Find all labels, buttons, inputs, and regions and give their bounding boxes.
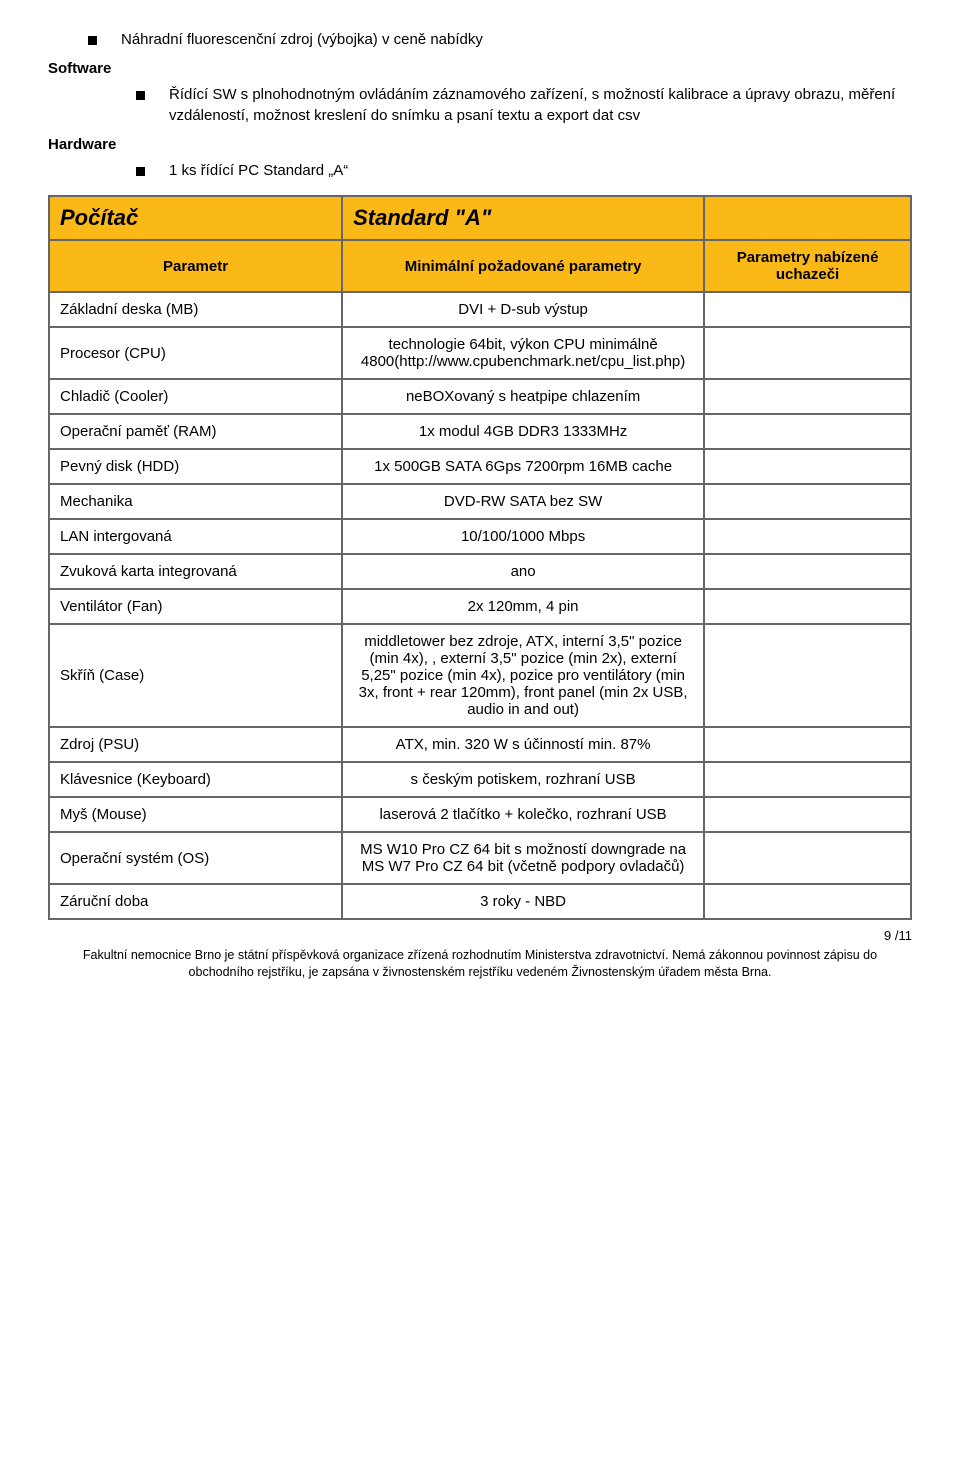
header-cell-pocitac: Počítač (49, 196, 342, 240)
bullet-text: 1 ks řídící PC Standard „A“ (169, 161, 348, 181)
bullet-icon (136, 91, 145, 100)
offered-cell (704, 519, 911, 554)
param-cell: LAN intergovaná (49, 519, 342, 554)
section-heading-hardware: Hardware (48, 136, 912, 153)
param-cell: Zvuková karta integrovaná (49, 554, 342, 589)
table-row: Zdroj (PSU)ATX, min. 320 W s účinností m… (49, 727, 911, 762)
offered-cell (704, 589, 911, 624)
header-text: Standard "A" (353, 205, 491, 230)
param-cell: Skříň (Case) (49, 624, 342, 727)
subheader-minreq: Minimální požadované parametry (342, 240, 704, 292)
value-cell: DVI + D-sub výstup (342, 292, 704, 327)
offered-cell (704, 762, 911, 797)
value-cell: 3 roky - NBD (342, 884, 704, 919)
value-cell: DVD-RW SATA bez SW (342, 484, 704, 519)
param-cell: Záruční doba (49, 884, 342, 919)
offered-cell (704, 449, 911, 484)
param-cell: Operační systém (OS) (49, 832, 342, 884)
value-cell: 2x 120mm, 4 pin (342, 589, 704, 624)
offered-cell (704, 292, 911, 327)
offered-cell (704, 624, 911, 727)
header-cell-empty (704, 196, 911, 240)
bullet-icon (136, 167, 145, 176)
header-text: Počítač (60, 205, 138, 230)
value-cell: 10/100/1000 Mbps (342, 519, 704, 554)
subheader-offered: Parametry nabízené uchazeči (704, 240, 911, 292)
param-cell: Klávesnice (Keyboard) (49, 762, 342, 797)
value-cell: middletower bez zdroje, ATX, interní 3,5… (342, 624, 704, 727)
bullet-item: Náhradní fluorescenční zdroj (výbojka) v… (88, 30, 912, 50)
param-cell: Operační paměť (RAM) (49, 414, 342, 449)
bullet-item: Řídící SW s plnohodnotným ovládáním zázn… (136, 85, 912, 126)
bullet-icon (88, 36, 97, 45)
param-cell: Zdroj (PSU) (49, 727, 342, 762)
table-row: Chladič (Cooler)neBOXovaný s heatpipe ch… (49, 379, 911, 414)
subheader-param: Parametr (49, 240, 342, 292)
value-cell: 1x 500GB SATA 6Gps 7200rpm 16MB cache (342, 449, 704, 484)
table-row: Skříň (Case)middletower bez zdroje, ATX,… (49, 624, 911, 727)
value-cell: 1x modul 4GB DDR3 1333MHz (342, 414, 704, 449)
value-cell: ano (342, 554, 704, 589)
table-row: Záruční doba3 roky - NBD (49, 884, 911, 919)
table-subheader-row: Parametr Minimální požadované parametry … (49, 240, 911, 292)
table-row: Pevný disk (HDD)1x 500GB SATA 6Gps 7200r… (49, 449, 911, 484)
table-row: Operační systém (OS)MS W10 Pro CZ 64 bit… (49, 832, 911, 884)
value-cell: laserová 2 tlačítko + kolečko, rozhraní … (342, 797, 704, 832)
param-cell: Myš (Mouse) (49, 797, 342, 832)
table-row: Základní deska (MB)DVI + D-sub výstup (49, 292, 911, 327)
offered-cell (704, 727, 911, 762)
param-cell: Základní deska (MB) (49, 292, 342, 327)
offered-cell (704, 327, 911, 379)
offered-cell (704, 554, 911, 589)
table-row: LAN intergovaná10/100/1000 Mbps (49, 519, 911, 554)
table-header-row: Počítač Standard "A" (49, 196, 911, 240)
table-row: MechanikaDVD-RW SATA bez SW (49, 484, 911, 519)
offered-cell (704, 484, 911, 519)
spec-table: Počítač Standard "A" Parametr Minimální … (48, 195, 912, 920)
bullet-text: Řídící SW s plnohodnotným ovládáním zázn… (169, 85, 912, 126)
bullet-item: 1 ks řídící PC Standard „A“ (136, 161, 912, 181)
value-cell: neBOXovaný s heatpipe chlazením (342, 379, 704, 414)
table-row: Ventilátor (Fan)2x 120mm, 4 pin (49, 589, 911, 624)
param-cell: Chladič (Cooler) (49, 379, 342, 414)
param-cell: Pevný disk (HDD) (49, 449, 342, 484)
value-cell: MS W10 Pro CZ 64 bit s možností downgrad… (342, 832, 704, 884)
table-row: Zvuková karta integrovanáano (49, 554, 911, 589)
table-row: Procesor (CPU)technologie 64bit, výkon C… (49, 327, 911, 379)
table-row: Myš (Mouse)laserová 2 tlačítko + kolečko… (49, 797, 911, 832)
footer-text: Fakultní nemocnice Brno je státní příspě… (48, 947, 912, 981)
table-row: Klávesnice (Keyboard)s českým potiskem, … (49, 762, 911, 797)
param-cell: Mechanika (49, 484, 342, 519)
offered-cell (704, 832, 911, 884)
value-cell: s českým potiskem, rozhraní USB (342, 762, 704, 797)
param-cell: Ventilátor (Fan) (49, 589, 342, 624)
param-cell: Procesor (CPU) (49, 327, 342, 379)
bullet-text: Náhradní fluorescenční zdroj (výbojka) v… (121, 30, 483, 50)
section-heading-software: Software (48, 60, 912, 77)
offered-cell (704, 414, 911, 449)
offered-cell (704, 884, 911, 919)
value-cell: ATX, min. 320 W s účinností min. 87% (342, 727, 704, 762)
header-cell-standard: Standard "A" (342, 196, 704, 240)
table-row: Operační paměť (RAM)1x modul 4GB DDR3 13… (49, 414, 911, 449)
value-cell: technologie 64bit, výkon CPU minimálně 4… (342, 327, 704, 379)
page-number: 9 /11 (48, 928, 912, 943)
offered-cell (704, 797, 911, 832)
offered-cell (704, 379, 911, 414)
